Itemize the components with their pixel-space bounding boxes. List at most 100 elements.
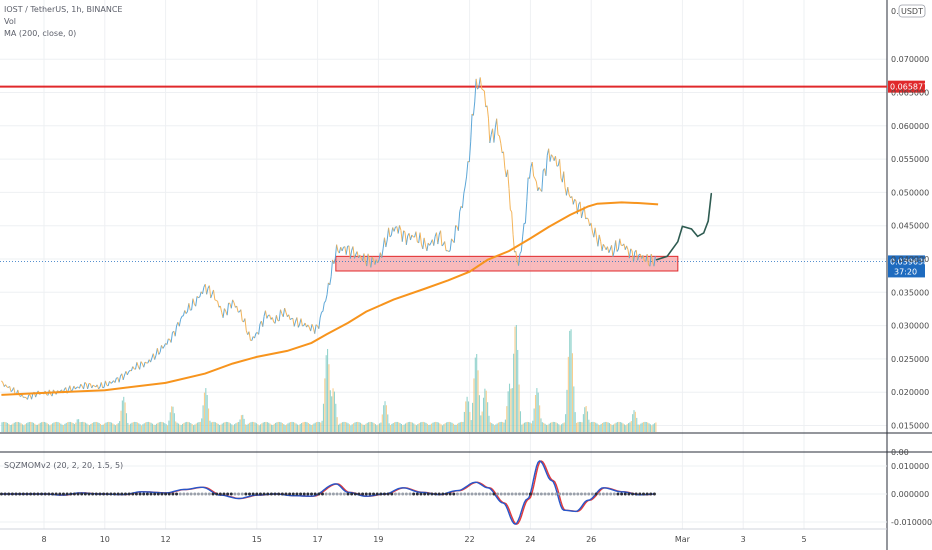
volume-bar [482, 397, 485, 432]
volume-bar [409, 421, 411, 432]
volume-bar [636, 417, 638, 432]
squeeze-dot [120, 492, 124, 496]
price-segment [215, 299, 218, 302]
squeeze-dot [623, 492, 627, 496]
price-segment [533, 175, 536, 179]
volume-bar [417, 424, 419, 432]
squeeze-dot [612, 492, 616, 496]
volume-bar [177, 423, 180, 432]
price-segment [426, 242, 429, 252]
volume-bar [88, 425, 91, 432]
squeeze-dot [58, 492, 62, 496]
volume-bar [372, 422, 374, 432]
volume-bar [363, 424, 366, 432]
price-segment [333, 258, 336, 264]
volume-bar [27, 422, 29, 432]
volume-bar [270, 424, 273, 432]
volume-bar [30, 421, 32, 432]
squeeze-dot [240, 492, 244, 496]
volume-bar [130, 423, 132, 432]
price-segment [637, 254, 640, 261]
squeeze-dot [25, 492, 29, 496]
price-segment [285, 312, 288, 317]
volume-bar [72, 423, 74, 432]
volume-bar [623, 424, 625, 432]
squeeze-dot [368, 492, 372, 496]
volume-bar [436, 422, 438, 432]
squeeze-dot [426, 492, 430, 496]
squeeze-dot [72, 492, 76, 496]
price-segment [319, 312, 323, 318]
price-segment [94, 385, 97, 388]
price-segment [126, 371, 130, 376]
volume-bar [402, 425, 404, 432]
squeeze-dot [32, 492, 36, 496]
volume-bar [20, 423, 22, 432]
squeeze-dot [448, 492, 452, 496]
squeeze-dot [40, 492, 44, 496]
price-segment [534, 178, 537, 182]
volume-bar [247, 423, 249, 432]
currency-badge[interactable]: USDT [898, 4, 926, 18]
volume-bar [127, 422, 129, 432]
volume-bar [626, 424, 628, 432]
volume-bar [175, 421, 177, 432]
price-segment [531, 162, 535, 177]
ma200-line [1, 201, 659, 396]
volume-bar [15, 422, 17, 432]
squeeze-dot [36, 492, 40, 496]
price-segment [617, 238, 621, 250]
x-tick-label: 12 [161, 535, 171, 544]
squeeze-dot [594, 492, 598, 496]
squeeze-dot [226, 492, 230, 496]
x-tick-label: 26 [586, 535, 596, 544]
y-tick-label: 0.070000 [891, 55, 929, 64]
price-segment [366, 253, 369, 267]
volume-bar [558, 424, 560, 432]
volume-bar [392, 422, 394, 432]
squeeze-dot [244, 492, 248, 496]
price-segment [122, 374, 126, 380]
volume-bar [328, 364, 330, 432]
volume-bar [168, 420, 170, 432]
volume-bar [365, 423, 367, 432]
volume-bar [607, 422, 609, 432]
volume-bar [350, 425, 352, 432]
volume-bar [524, 422, 526, 432]
squeeze-dot [178, 492, 182, 496]
volume-bar [633, 410, 635, 432]
volume-bar [592, 421, 594, 432]
volume-bar [253, 421, 255, 432]
price-segment [453, 225, 457, 243]
squeeze-dot [510, 492, 514, 496]
volume-bar [443, 424, 445, 432]
volume-bar [502, 422, 504, 432]
y-tick-label: 0.060000 [891, 122, 929, 131]
volume-bar [13, 422, 15, 432]
volume-bar [618, 421, 620, 432]
price-segment [154, 354, 157, 360]
price-segment [642, 255, 645, 262]
volume-bar [317, 421, 319, 432]
squeeze-dot [313, 492, 317, 496]
volume-bar [229, 423, 231, 432]
volume-bar [526, 421, 528, 432]
price-segment [156, 348, 160, 355]
price-segment [449, 238, 453, 251]
price-segment [297, 324, 301, 328]
volume-bar [474, 357, 476, 432]
volume-bar [268, 422, 270, 432]
volume-bar [346, 422, 348, 432]
osc-tick-label: 0.000000 [891, 490, 929, 499]
volume-bar [234, 424, 236, 432]
volume-bar [597, 424, 599, 432]
price-segment [615, 240, 618, 252]
volume-bar [589, 422, 591, 432]
price-segment [206, 288, 209, 295]
price-segment [212, 289, 216, 300]
price-segment [356, 251, 359, 258]
volume-bar [257, 424, 259, 432]
price-segment [459, 206, 462, 212]
volume-bar [500, 421, 502, 432]
